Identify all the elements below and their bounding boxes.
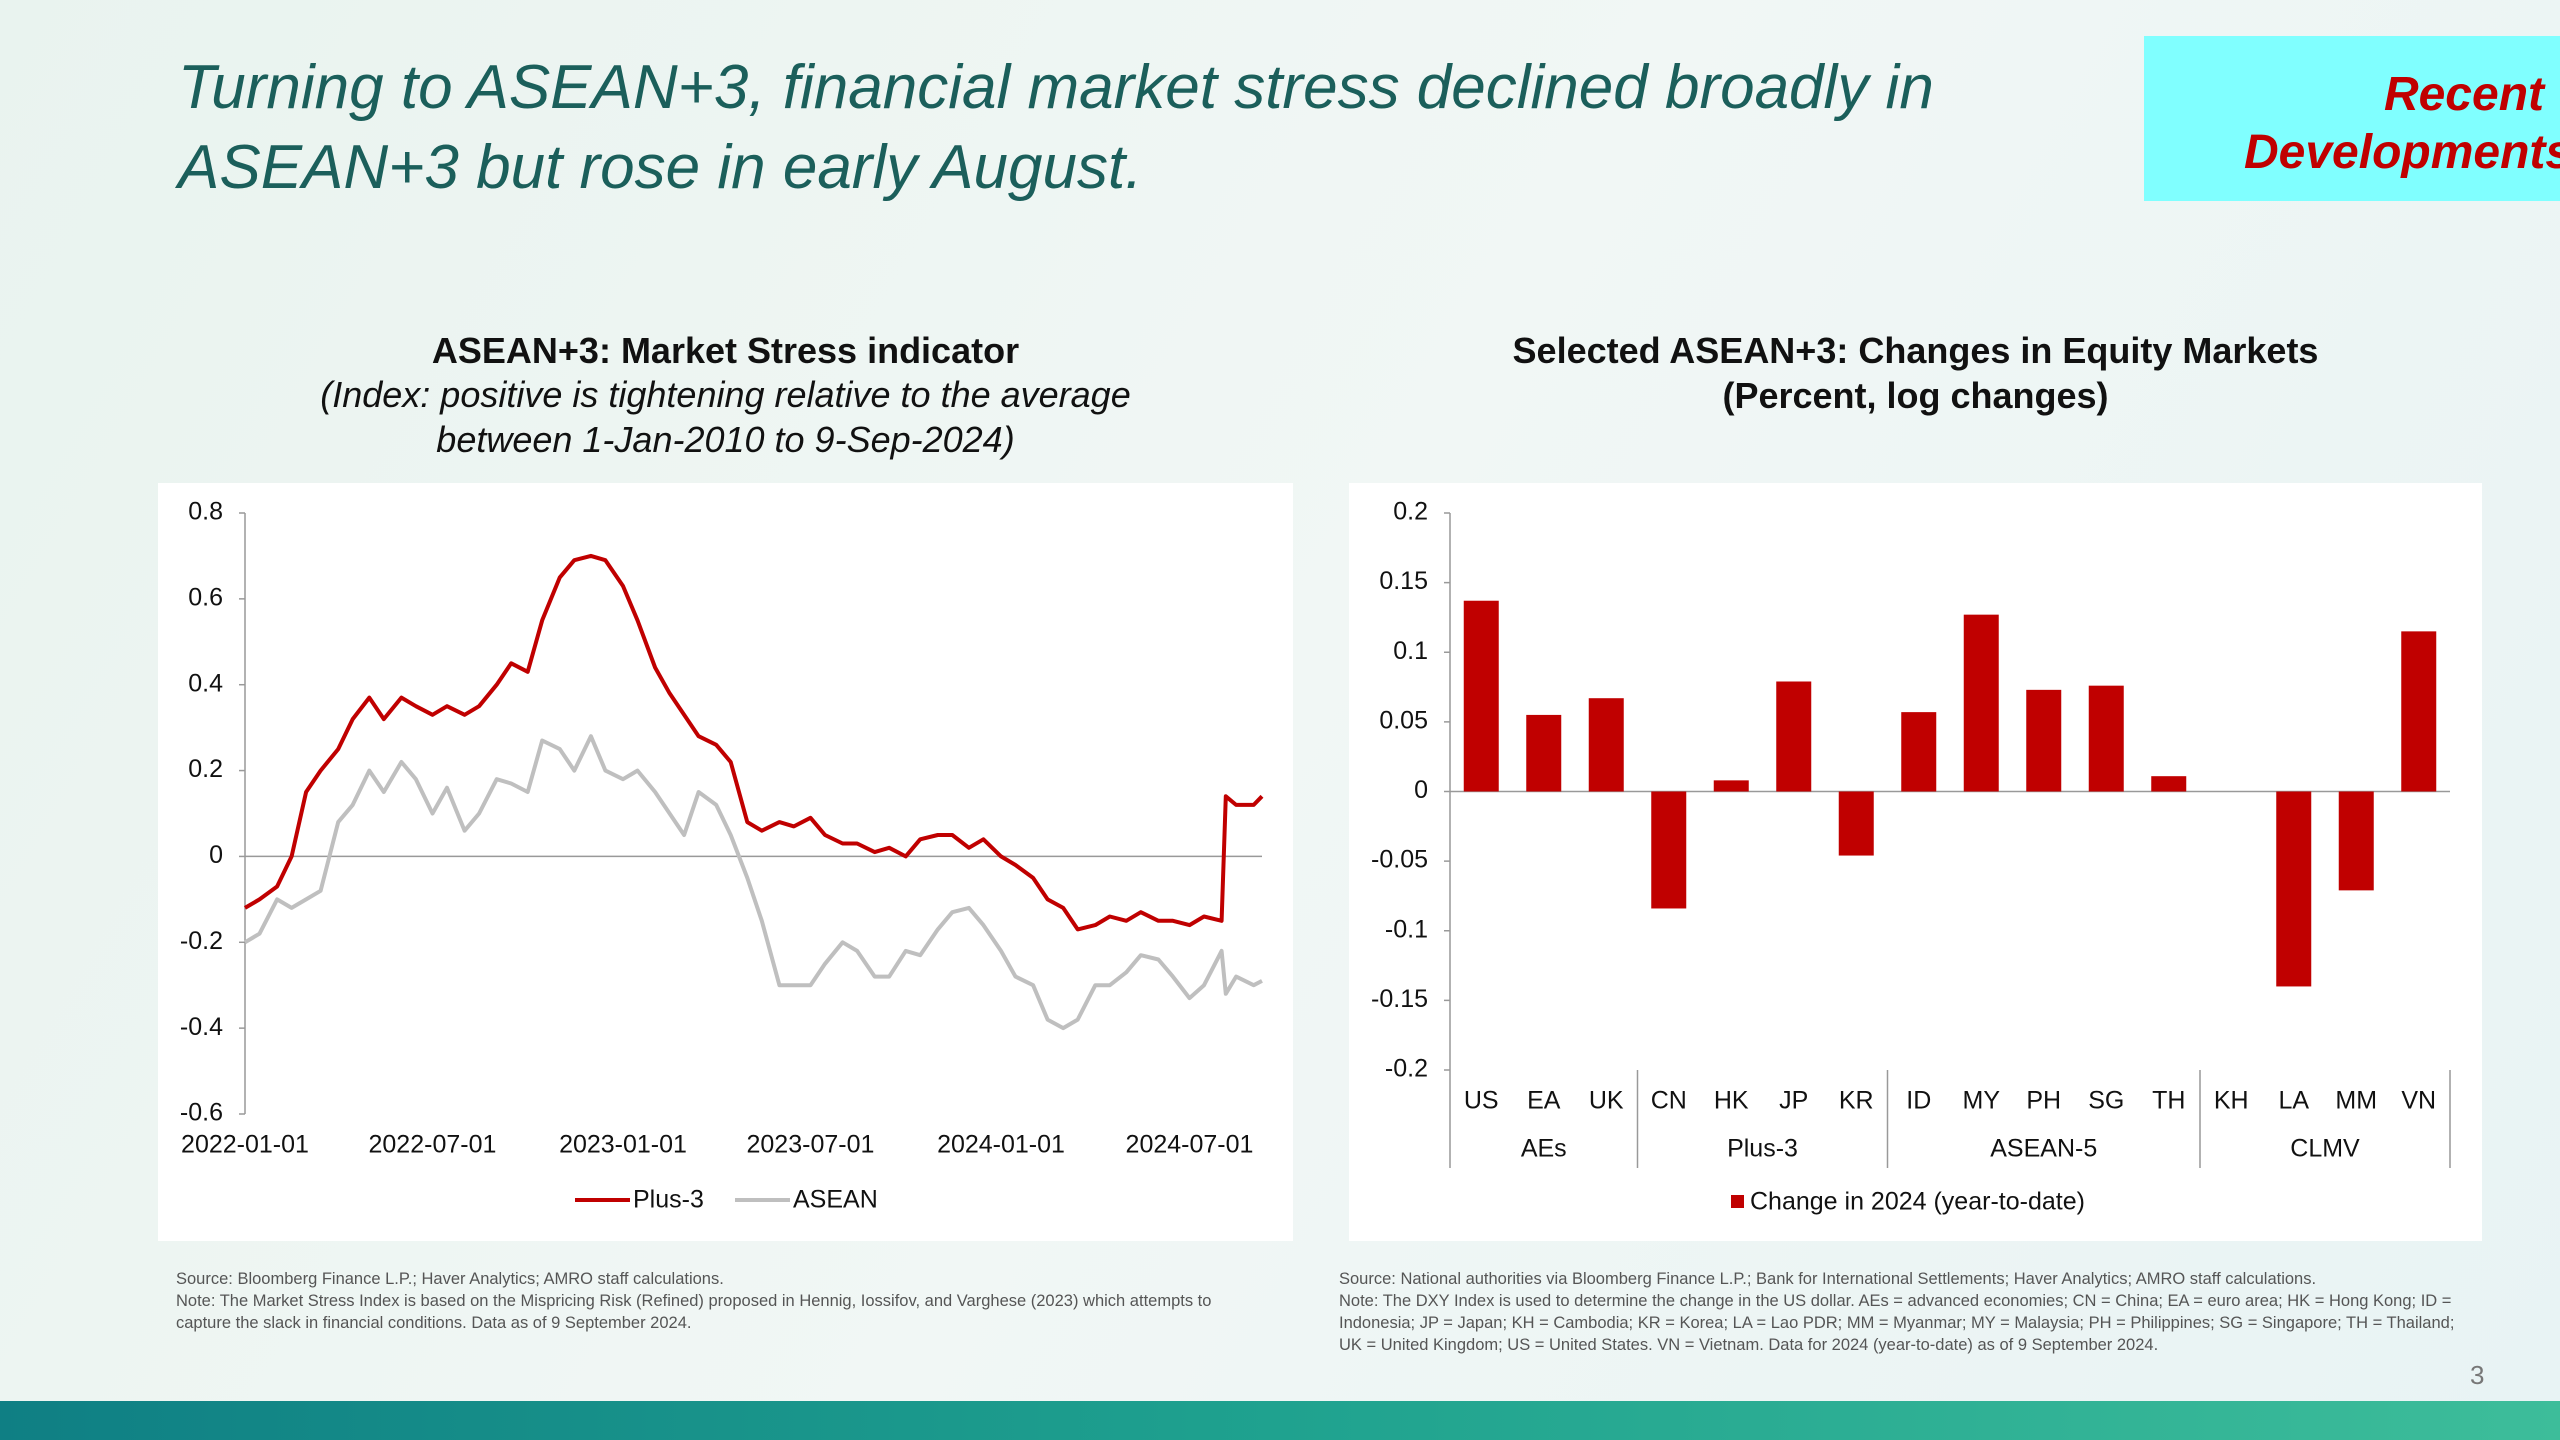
y-tick-label: -0.15 xyxy=(1371,985,1428,1013)
group-label: Plus-3 xyxy=(1727,1135,1798,1163)
group-label: AEs xyxy=(1521,1135,1567,1163)
x-tick-label: CN xyxy=(1651,1087,1687,1115)
x-tick-label: HK xyxy=(1714,1087,1749,1115)
bar xyxy=(2401,631,2437,792)
chart-subtitle: (Percent, log changes) xyxy=(1722,375,2109,416)
legend-label: Change in 2024 (year-to-date) xyxy=(1750,1188,2085,1216)
chart-panel xyxy=(158,483,1293,1241)
bar xyxy=(2276,791,2312,987)
bar xyxy=(1776,681,1812,792)
x-tick-label: KH xyxy=(2214,1087,2249,1115)
bar xyxy=(2088,685,2124,792)
x-tick-label: 2024-01-01 xyxy=(937,1131,1065,1159)
y-tick-label: 0.05 xyxy=(1379,706,1428,734)
y-tick-label: -0.4 xyxy=(180,1013,223,1041)
y-tick-label: 0.4 xyxy=(188,669,223,697)
group-label: CLMV xyxy=(2290,1135,2360,1163)
x-tick-label: JP xyxy=(1779,1087,1808,1115)
group-label: ASEAN-5 xyxy=(1990,1135,2097,1163)
bar xyxy=(1901,712,1937,792)
note: Note: The DXY Index is used to determine… xyxy=(1339,1292,2455,1354)
x-tick-label: US xyxy=(1464,1087,1499,1115)
source-note: Source: Bloomberg Finance L.P.; Haver An… xyxy=(176,1268,1236,1334)
series-line xyxy=(243,734,1263,1031)
y-tick-label: -0.2 xyxy=(180,927,223,955)
source: Source: Bloomberg Finance L.P.; Haver An… xyxy=(176,1270,724,1288)
y-tick-label: 0 xyxy=(209,841,223,869)
y-tick-label: 0.2 xyxy=(188,755,223,783)
y-tick-label: 0.2 xyxy=(1393,498,1428,526)
slide-title: Turning to ASEAN+3, financial market str… xyxy=(178,53,1934,202)
bar xyxy=(2151,776,2187,792)
x-tick-label: 2023-07-01 xyxy=(747,1131,875,1159)
bar xyxy=(1713,780,1749,792)
y-tick-label: -0.1 xyxy=(1385,915,1428,943)
x-tick-label: PH xyxy=(2026,1087,2061,1115)
bar xyxy=(1463,600,1499,792)
y-tick-label: 0.1 xyxy=(1393,637,1428,665)
y-tick-label: -0.05 xyxy=(1371,846,1428,874)
x-tick-label: KR xyxy=(1839,1087,1874,1115)
x-tick-label: VN xyxy=(2401,1087,2436,1115)
legend-label: ASEAN xyxy=(793,1186,878,1214)
x-tick-label: SG xyxy=(2088,1087,2124,1115)
chart-title: Selected ASEAN+3: Changes in Equity Mark… xyxy=(1512,330,2319,371)
footer-band xyxy=(0,1401,2560,1440)
x-tick-label: MM xyxy=(2335,1087,2377,1115)
bar xyxy=(1963,614,1999,792)
y-tick-label: 0 xyxy=(1414,776,1428,804)
x-tick-label: LA xyxy=(2278,1087,2309,1115)
source: Source: National authorities via Bloombe… xyxy=(1339,1270,2317,1288)
page-number: 3 xyxy=(2470,1360,2485,1390)
section-tag-text: Recent Developments xyxy=(2244,68,2560,179)
x-tick-label: EA xyxy=(1527,1087,1561,1115)
y-tick-label: -0.2 xyxy=(1385,1055,1428,1083)
series-line xyxy=(243,553,1264,932)
x-tick-label: 2022-01-01 xyxy=(181,1131,309,1159)
x-tick-label: 2023-01-01 xyxy=(559,1131,687,1159)
source-note: Source: National authorities via Bloombe… xyxy=(1339,1268,2469,1356)
bar xyxy=(1588,698,1624,792)
x-tick-label: 2024-07-01 xyxy=(1126,1131,1254,1159)
y-tick-label: 0.6 xyxy=(188,583,223,611)
y-tick-label: 0.15 xyxy=(1379,567,1428,595)
legend-label: Plus-3 xyxy=(633,1186,704,1214)
chart-title: ASEAN+3: Market Stress indicator xyxy=(431,330,1020,371)
x-tick-label: UK xyxy=(1589,1087,1624,1115)
bar xyxy=(1651,791,1687,909)
y-tick-label: -0.6 xyxy=(180,1099,223,1127)
y-tick-label: 0.8 xyxy=(188,498,223,526)
section-tag: Recent Developments xyxy=(2144,36,2560,201)
legend-swatch xyxy=(1731,1195,1744,1208)
bar xyxy=(1526,714,1562,792)
x-tick-label: 2022-07-01 xyxy=(369,1131,497,1159)
bar xyxy=(2338,791,2374,891)
chart-subtitle: (Index: positive is tightening relative … xyxy=(320,374,1131,460)
x-tick-label: TH xyxy=(2152,1087,2185,1115)
x-tick-label: MY xyxy=(1963,1087,2001,1115)
x-tick-label: ID xyxy=(1906,1087,1931,1115)
bar xyxy=(1838,791,1874,856)
bar xyxy=(2026,689,2062,792)
note: Note: The Market Stress Index is based o… xyxy=(176,1292,1212,1332)
